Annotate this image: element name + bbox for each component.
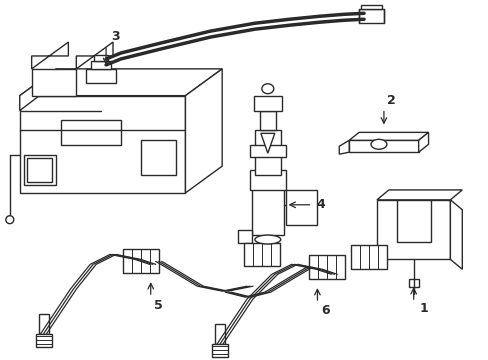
Polygon shape [348, 132, 427, 140]
Polygon shape [260, 133, 274, 153]
Polygon shape [76, 42, 113, 69]
Text: 4: 4 [315, 198, 324, 211]
Polygon shape [20, 69, 56, 111]
Polygon shape [376, 190, 461, 200]
Polygon shape [408, 279, 418, 287]
Polygon shape [249, 170, 285, 190]
Polygon shape [309, 255, 345, 279]
Polygon shape [61, 121, 121, 145]
Ellipse shape [6, 216, 14, 224]
Polygon shape [418, 132, 427, 152]
Polygon shape [39, 314, 48, 334]
Polygon shape [20, 69, 222, 96]
Polygon shape [285, 190, 317, 225]
Polygon shape [350, 246, 386, 269]
Ellipse shape [254, 235, 280, 244]
Polygon shape [36, 334, 51, 347]
Ellipse shape [262, 84, 273, 94]
Text: 6: 6 [321, 305, 329, 318]
Ellipse shape [370, 139, 386, 149]
Polygon shape [254, 130, 280, 175]
Text: 3: 3 [111, 30, 120, 42]
Polygon shape [212, 344, 228, 357]
Polygon shape [215, 324, 224, 344]
Polygon shape [251, 185, 283, 235]
Polygon shape [376, 200, 449, 260]
Text: 2: 2 [386, 94, 395, 107]
Polygon shape [20, 96, 185, 193]
Polygon shape [348, 140, 418, 152]
Polygon shape [244, 243, 279, 266]
Polygon shape [141, 140, 175, 175]
Polygon shape [449, 200, 461, 269]
Polygon shape [396, 200, 429, 242]
Polygon shape [24, 155, 56, 185]
Polygon shape [238, 230, 251, 243]
Polygon shape [122, 249, 158, 273]
Polygon shape [253, 96, 281, 111]
Text: 5: 5 [154, 298, 163, 311]
Polygon shape [94, 55, 108, 61]
Polygon shape [358, 9, 383, 23]
Polygon shape [249, 145, 285, 157]
Polygon shape [91, 61, 111, 69]
Polygon shape [259, 111, 275, 130]
Polygon shape [32, 69, 76, 96]
Polygon shape [339, 140, 348, 154]
Polygon shape [32, 42, 68, 69]
Polygon shape [185, 69, 222, 193]
Polygon shape [27, 158, 51, 182]
Text: 1: 1 [418, 302, 427, 315]
Polygon shape [360, 5, 381, 9]
Polygon shape [86, 69, 116, 83]
